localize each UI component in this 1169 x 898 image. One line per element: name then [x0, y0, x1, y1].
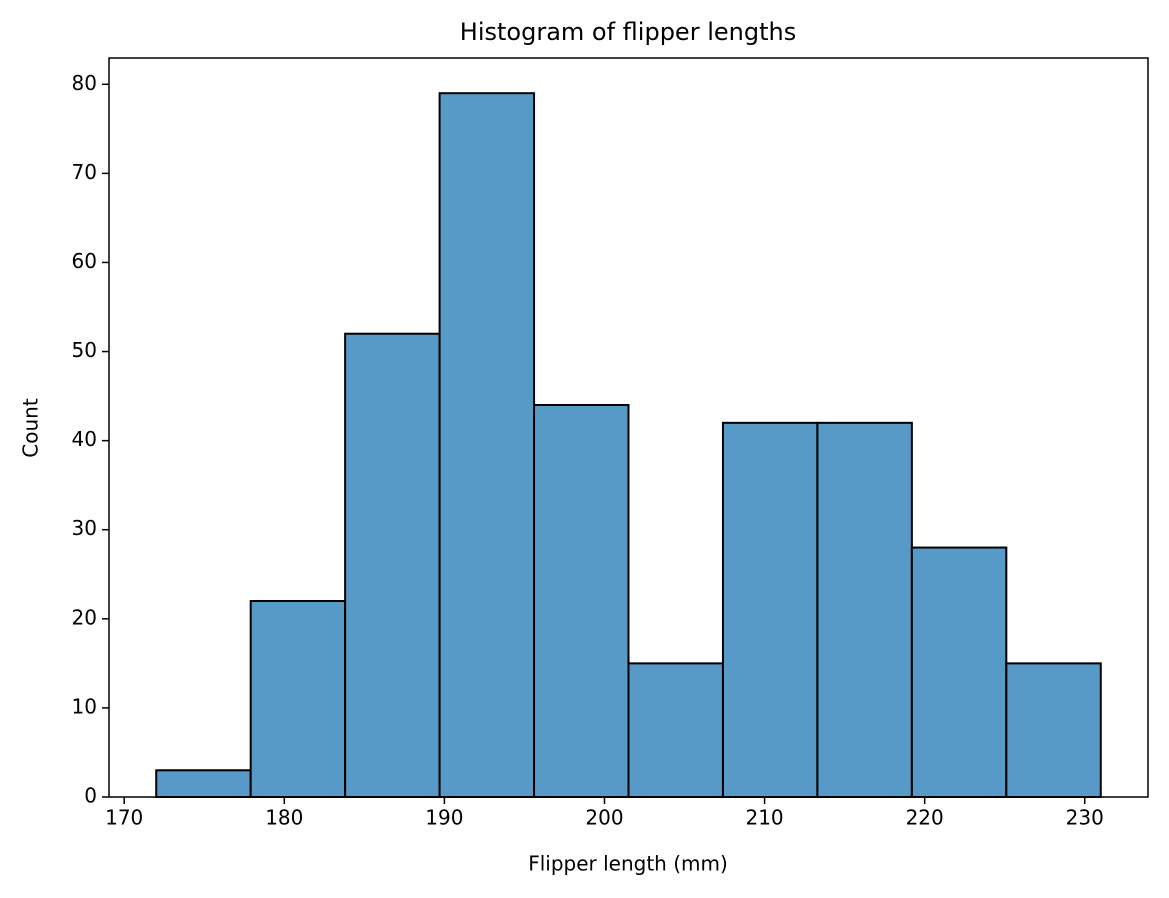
bar — [344, 332, 441, 798]
x-tick-label: 230 — [1066, 806, 1104, 830]
bar — [155, 769, 252, 799]
chart-title: Histogram of flipper lengths — [460, 18, 796, 46]
y-tick-label: 80 — [72, 71, 97, 95]
y-tick-label: 50 — [72, 338, 97, 362]
x-tick-label: 180 — [265, 806, 303, 830]
bar — [1005, 662, 1102, 799]
y-axis-label: Count — [19, 398, 43, 458]
y-tick-label: 70 — [72, 160, 97, 184]
y-tick-label: 60 — [72, 249, 97, 273]
bar — [910, 546, 1008, 798]
x-axis-label: Flipper length (mm) — [528, 852, 728, 876]
bar — [438, 92, 536, 798]
x-tick-label: 170 — [105, 806, 143, 830]
bar — [816, 421, 913, 798]
bar — [249, 600, 347, 799]
x-tick-label: 190 — [425, 806, 463, 830]
bar — [721, 421, 819, 798]
bar — [533, 404, 630, 798]
plot-frame — [108, 57, 1149, 798]
y-tick-label: 10 — [72, 694, 97, 718]
bar — [627, 662, 724, 799]
x-tick-label: 220 — [906, 806, 944, 830]
y-tick-label: 20 — [72, 605, 97, 629]
y-tick-label: 0 — [84, 784, 97, 808]
y-tick-label: 40 — [72, 427, 97, 451]
x-tick-label: 200 — [585, 806, 623, 830]
y-tick-label: 30 — [72, 516, 97, 540]
x-tick-label: 210 — [745, 806, 783, 830]
